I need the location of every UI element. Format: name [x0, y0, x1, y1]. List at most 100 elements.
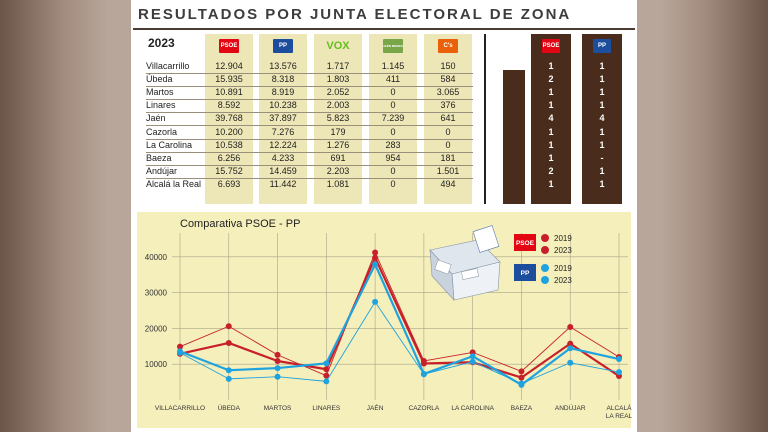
table-cell: 10.891 — [215, 87, 243, 98]
party-logo: JAÉN MERECE MÁS — [383, 39, 403, 53]
table-cell: 954 — [385, 152, 401, 163]
data-point — [469, 358, 476, 365]
table-cell: 4.233 — [271, 152, 295, 163]
legend-party-text: PSOE — [516, 240, 535, 247]
table-cell: 1.501 — [436, 165, 460, 176]
legend-marker — [541, 264, 549, 272]
x-tick-label: BAEZA — [511, 405, 533, 412]
data-point — [225, 339, 232, 346]
table-row-label: Úbeda — [146, 74, 173, 85]
table-cell: 2.203 — [326, 165, 350, 176]
seat-cell: 1 — [548, 87, 554, 98]
table-cell: 11.442 — [269, 178, 297, 189]
x-tick-label: VILLACARRILLO — [155, 405, 205, 412]
table-cell: 12.224 — [269, 139, 297, 150]
party-column-bg — [424, 34, 472, 204]
seat-cell: 1 — [548, 139, 554, 150]
seat-cell: 1 — [548, 178, 554, 189]
table-row-label: Andújar — [146, 165, 178, 176]
seat-cell: 1 — [599, 165, 605, 176]
table-cell: 6.693 — [217, 178, 241, 189]
data-point — [616, 356, 622, 363]
table-cell: 12.904 — [215, 61, 243, 71]
seat-cell: - — [600, 152, 604, 163]
data-point — [274, 358, 281, 365]
table-cell: 7.276 — [271, 126, 295, 137]
table-cell: 411 — [385, 74, 401, 85]
x-tick-label: MARTOS — [264, 405, 292, 412]
seat-column-bg — [531, 34, 571, 204]
seat-cell: 1 — [548, 61, 554, 71]
table-cell: 0 — [445, 126, 451, 137]
table-cell: 2.003 — [326, 100, 350, 111]
table-cell: 1.717 — [326, 61, 350, 71]
seat-party-logo: PSOE — [542, 39, 560, 53]
table-row-label: Linares — [146, 100, 176, 111]
data-point — [567, 323, 574, 330]
table-row-label: Cazorla — [146, 126, 178, 137]
table-cell: 283 — [385, 139, 401, 150]
table-cell: 150 — [440, 61, 456, 71]
data-point — [372, 298, 379, 305]
table-cell: 0 — [390, 165, 396, 176]
data-point — [274, 351, 281, 358]
x-tick-label: LA REAL — [606, 413, 633, 420]
table-cell: 1.276 — [326, 139, 350, 150]
table-cell: 10.238 — [269, 100, 297, 111]
row-separator — [146, 151, 473, 153]
party-logo: PSOE — [219, 39, 239, 53]
data-point — [225, 323, 232, 330]
data-point — [372, 261, 379, 268]
table-cell: 37.897 — [269, 113, 297, 124]
x-tick-label: LINARES — [312, 405, 340, 412]
grid-lines — [172, 233, 628, 400]
table-cell: 14.459 — [269, 165, 297, 176]
row-separator — [146, 99, 473, 101]
table-cell: 494 — [440, 178, 456, 189]
table-cell: 584 — [440, 74, 456, 85]
title-rule — [133, 28, 635, 30]
data-point — [469, 353, 476, 360]
legend-label: 2023 — [554, 246, 572, 255]
y-tick-label: 30000 — [145, 289, 168, 298]
seat-cell: 4 — [599, 113, 605, 124]
legend-label: 2023 — [554, 276, 572, 285]
party-logo: VOX — [326, 40, 350, 52]
table-cell: 7.239 — [381, 113, 405, 124]
table-row-label: Alcalá la Real — [146, 178, 202, 189]
data-point — [177, 348, 183, 355]
data-point — [420, 370, 427, 377]
table-row-label: Baeza — [146, 152, 172, 163]
table-cell: 10.200 — [215, 126, 243, 137]
table-cell: 641 — [440, 113, 456, 124]
table-cell: 0 — [390, 87, 396, 98]
data-point — [274, 365, 281, 372]
page-title: RESULTADOS POR JUNTA ELECTORAL DE ZONA — [138, 6, 572, 23]
table-row-label: Martos — [146, 87, 174, 98]
series-line — [179, 301, 620, 384]
y-tick-label: 20000 — [145, 324, 168, 333]
data-point — [616, 369, 622, 376]
table-cell: 8.318 — [271, 74, 295, 85]
table-divider — [484, 34, 486, 204]
data-point — [518, 381, 525, 388]
row-separator — [146, 164, 473, 166]
legend-party-logo — [514, 234, 536, 251]
x-tick-label: LA CAROLINA — [451, 405, 494, 412]
seat-cell: 1 — [548, 100, 554, 111]
party-logo: PP — [273, 39, 293, 53]
legend-marker — [541, 246, 549, 254]
data-point — [177, 343, 183, 350]
data-point — [323, 360, 330, 367]
data-point — [518, 374, 525, 381]
table-year: 2023 — [148, 36, 175, 50]
party-column-bg — [205, 34, 253, 204]
seat-cell: 4 — [548, 113, 554, 124]
table-cell: 15.752 — [215, 165, 243, 176]
data-point — [323, 372, 330, 379]
table-cell: 15.935 — [215, 74, 243, 85]
row-separator — [146, 112, 473, 114]
table-cell: 13.576 — [269, 61, 297, 71]
table-cell: 691 — [330, 152, 346, 163]
